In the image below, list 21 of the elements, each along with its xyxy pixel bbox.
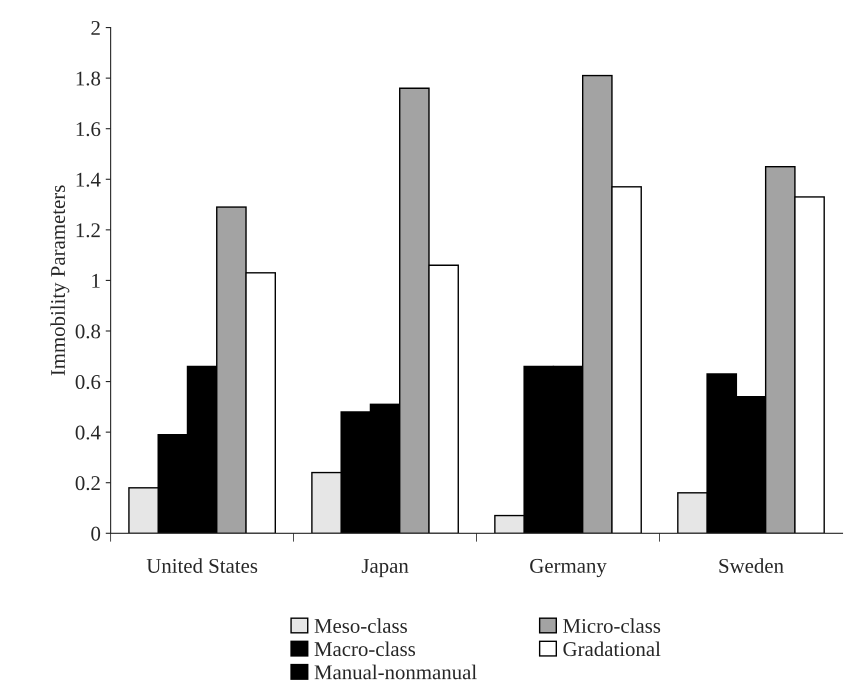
- y-tick-label: 0.2: [76, 476, 100, 490]
- x-tick-label: Germany: [530, 558, 607, 578]
- y-tick-label: 1.6: [76, 122, 100, 136]
- y-tick-label: 0.6: [76, 374, 100, 390]
- x-tick-label: Japan: [362, 559, 408, 578]
- y-tick-label: 1.8: [76, 72, 100, 86]
- y-tick-label: 0.4: [76, 426, 101, 440]
- y-tick-label: 2: [91, 20, 100, 35]
- y-tick-label: 0.8: [76, 324, 100, 339]
- y-axis-title: Immobility Parameters: [50, 185, 70, 376]
- legend-label: Meso-class: [314, 618, 407, 633]
- y-tick-label: 1.2: [76, 223, 100, 238]
- x-tick-label: Sweden: [719, 558, 784, 573]
- y-tick-label: 1.4: [76, 172, 101, 187]
- legend-label: Micro-class: [563, 618, 660, 633]
- y-tick-label: 1: [92, 274, 100, 288]
- x-tick-label: United States: [146, 558, 258, 573]
- legend-label: Gradational: [563, 641, 660, 656]
- y-tick-label: 0: [91, 526, 100, 541]
- legend-label: Macro-class: [314, 641, 416, 656]
- legend-label: Manual-nonmanual: [314, 664, 477, 680]
